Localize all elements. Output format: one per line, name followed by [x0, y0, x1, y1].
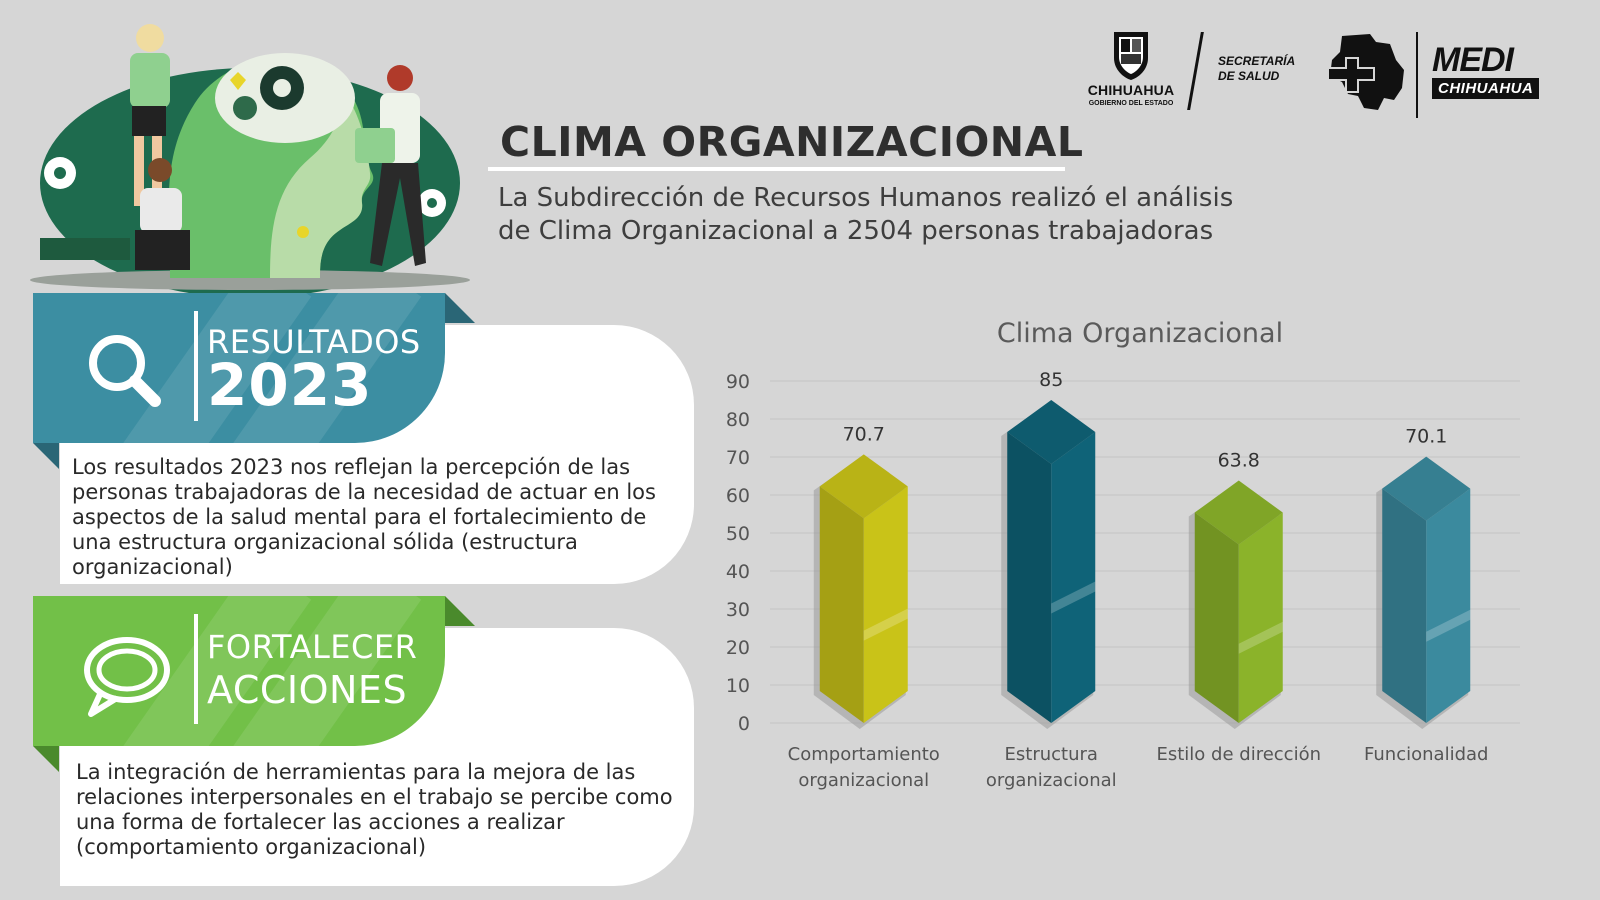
page-subtitle: La Subdirección de Recursos Humanos real… — [498, 182, 1318, 248]
bar-4 — [1376, 456, 1471, 729]
medi-state-cross-icon — [1327, 34, 1404, 110]
chihuahua-shield-icon — [1114, 32, 1148, 80]
secretaria-line2: DE SALUD — [1218, 69, 1280, 83]
bar-highlight — [1238, 621, 1283, 654]
bar-1 — [813, 454, 908, 729]
value-labels: 70.7 85 63.8 70.1 — [843, 369, 1448, 472]
value-label: 70.1 — [1405, 426, 1447, 448]
bar-top-face — [819, 454, 908, 519]
ribbon-fold — [33, 443, 59, 469]
bar-right-face — [1426, 488, 1471, 723]
y-tick-label: 40 — [726, 561, 750, 583]
bar-right-face — [863, 486, 908, 723]
bar-right-face — [1051, 432, 1096, 723]
logo-divider-vertical — [1416, 32, 1418, 118]
chihuahua-name: CHIHUAHUA — [1087, 82, 1175, 98]
fortalecer-ribbon: FORTALECER ACCIONES — [33, 596, 445, 746]
bar-highlight — [1426, 609, 1471, 642]
y-tick-label: 50 — [726, 523, 750, 545]
chihuahua-subtitle: GOBIERNO DEL ESTADO — [1088, 100, 1174, 107]
y-tick-label: 80 — [726, 409, 750, 431]
mental-health-illustration — [20, 8, 480, 298]
bar-left-face — [819, 486, 864, 723]
resultados-text: Los resultados 2023 nos reflejan la perc… — [72, 455, 656, 579]
ribbon-divider — [194, 311, 198, 421]
acciones-label: ACCIONES — [207, 668, 408, 712]
bar-left-face — [1007, 432, 1052, 723]
bar-right-face — [1238, 512, 1283, 723]
resultados-ribbon: RESULTADOS 2023 — [33, 293, 445, 443]
medi-chihuahua-logo: MEDI CHIHUAHUA — [1432, 41, 1540, 99]
y-tick-label: 90 — [726, 371, 750, 393]
medi-chihuahua-word: CHIHUAHUA — [1432, 78, 1540, 99]
ribbon-divider — [194, 614, 198, 724]
y-tick-label: 30 — [726, 599, 750, 621]
bar-top-face — [1007, 400, 1096, 464]
subtitle-line-1: La Subdirección de Recursos Humanos real… — [498, 183, 1234, 213]
ribbon-fold — [445, 293, 475, 323]
x-category-label: Funcionalidad — [1364, 744, 1488, 765]
chart-bars — [813, 400, 1471, 729]
medi-word: MEDI — [1432, 41, 1514, 79]
bar-top-face — [1194, 480, 1283, 545]
secretaria-salud-logo: SECRETARÍA DE SALUD — [1218, 54, 1295, 84]
magnifier-icon — [89, 335, 161, 407]
chat-bubbles-icon — [84, 637, 170, 717]
subtitle-line-2: de Clima Organizacional a 2504 personas … — [498, 216, 1214, 246]
ribbon-fold — [33, 746, 59, 772]
bar-2 — [1001, 400, 1096, 729]
x-category-label: Estructura — [1005, 744, 1098, 765]
x-category-label: Estilo de dirección — [1157, 744, 1322, 765]
secretaria-line1: SECRETARÍA — [1218, 54, 1296, 68]
y-tick-label: 70 — [726, 447, 750, 469]
x-axis-labels: Comportamiento organizacional Estructura or… — [788, 744, 1489, 791]
fortalecer-label: FORTALECER — [207, 628, 418, 666]
y-tick-label: 10 — [726, 675, 750, 697]
bar-3 — [1188, 480, 1283, 729]
bar-highlight — [863, 608, 908, 641]
page-title: CLIMA ORGANIZACIONAL — [500, 118, 1084, 166]
y-axis-ticks: 0 10 20 30 40 50 60 70 80 90 — [726, 371, 750, 735]
x-category-label: organizacional — [798, 770, 929, 791]
bar-highlight — [1051, 581, 1096, 614]
x-category-label: organizacional — [986, 770, 1117, 791]
chart-title: Clima Organizacional — [997, 318, 1283, 349]
value-label: 70.7 — [843, 423, 885, 445]
y-tick-label: 0 — [738, 713, 750, 735]
logo-divider — [1187, 32, 1204, 110]
bar-left-face — [1194, 512, 1239, 723]
fortalecer-text: La integración de herramientas para la m… — [76, 760, 673, 859]
chihuahua-logo: CHIHUAHUA GOBIERNO DEL ESTADO — [1076, 30, 1186, 120]
title-underline — [488, 167, 1065, 171]
x-category-label: Comportamiento — [788, 744, 940, 765]
clima-chart-svg: Clima Organizacional 0 10 20 30 40 50 60 70 80 90… — [726, 318, 1520, 791]
ribbon-fold — [445, 596, 475, 626]
y-tick-label: 60 — [726, 485, 750, 507]
value-label: 63.8 — [1218, 450, 1260, 472]
bar-top-face — [1382, 456, 1471, 521]
bar-left-face — [1382, 488, 1427, 723]
clima-chart: Clima Organizacional 0 10 20 30 40 50 60 70 80 90… — [720, 310, 1590, 810]
value-label: 85 — [1039, 369, 1063, 391]
header-logos: CHIHUAHUA GOBIERNO DEL ESTADO SECRETARÍA… — [1070, 30, 1570, 120]
resultados-label: RESULTADOS — [207, 323, 421, 361]
resultados-year: 2023 — [207, 351, 373, 419]
y-tick-label: 20 — [726, 637, 750, 659]
